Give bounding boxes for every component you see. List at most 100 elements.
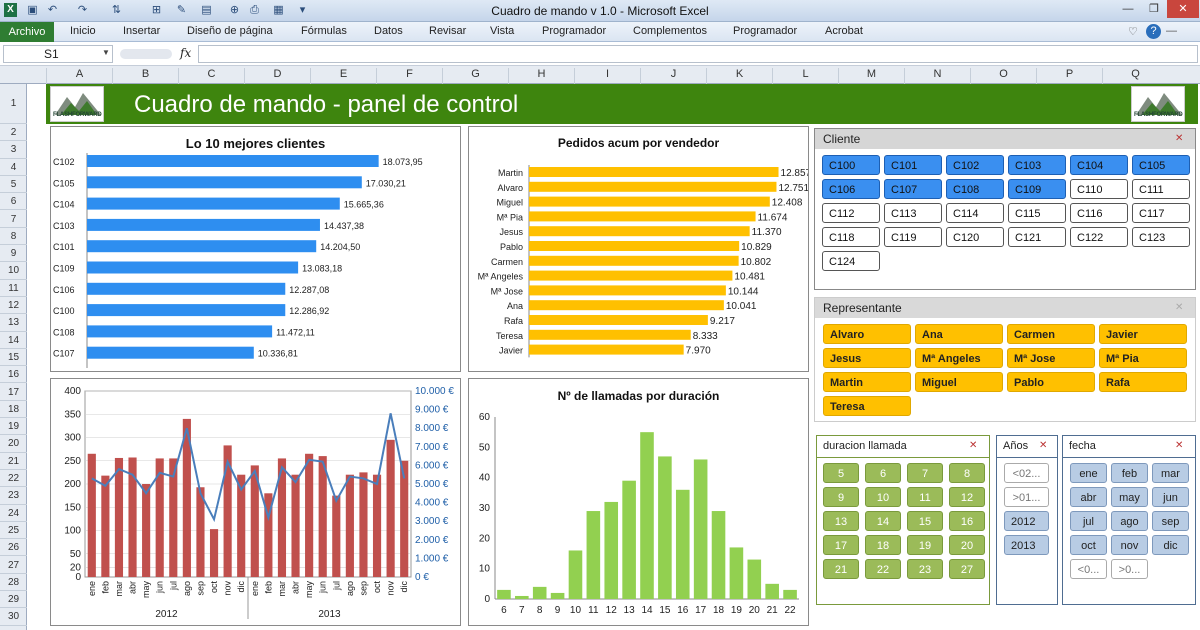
sort-icon[interactable]: ⇅ — [111, 4, 122, 16]
column-header[interactable]: H — [508, 68, 574, 84]
slicer-item-c109[interactable]: C109 — [1008, 179, 1066, 199]
slicer-item-duracion[interactable]: 18 — [865, 535, 901, 555]
column-header[interactable]: B — [112, 68, 178, 84]
slicer-item-representante[interactable]: Pablo — [1007, 372, 1095, 392]
row-header[interactable]: 30 — [0, 608, 27, 626]
ribbon-minimize-icon[interactable]: ♡ — [1128, 26, 1138, 38]
slicer-item-fecha[interactable]: mar — [1152, 463, 1189, 483]
redo-icon[interactable]: ↷ — [77, 4, 88, 16]
slicer-item-c110[interactable]: C110 — [1070, 179, 1128, 199]
tab-vista[interactable]: Vista — [490, 25, 515, 37]
slicer-item-fecha[interactable]: sep — [1152, 511, 1189, 531]
slicer-item-duracion[interactable]: 15 — [907, 511, 943, 531]
slicer-item-c123[interactable]: C123 — [1132, 227, 1190, 247]
column-header[interactable]: C — [178, 68, 244, 84]
slicer-item-c124[interactable]: C124 — [822, 251, 880, 271]
chart-calls-by-duration[interactable]: Nº de llamadas por duración 0 10 20 30 40 50 6… — [468, 378, 809, 626]
slicer-item-representante[interactable]: Javier — [1099, 324, 1187, 344]
slicer-item-fecha[interactable]: oct — [1070, 535, 1107, 555]
tab-programador-2[interactable]: Programador — [733, 25, 798, 37]
slicer-item-c115[interactable]: C115 — [1008, 203, 1066, 223]
slicer-item-representante[interactable]: Mª Jose — [1007, 348, 1095, 368]
help-icon[interactable]: ? — [1146, 24, 1161, 39]
row-header[interactable]: 11 — [0, 280, 27, 297]
slicer-item-duracion[interactable]: 20 — [949, 535, 985, 555]
clear-filter-icon[interactable]: ✕ — [1039, 440, 1048, 451]
slicer-item-c117[interactable]: C117 — [1132, 203, 1190, 223]
slicer-item-ano[interactable]: <02... — [1004, 463, 1049, 483]
slicer-item-fecha[interactable]: ago — [1111, 511, 1148, 531]
slicer-item-c100[interactable]: C100 — [822, 155, 880, 175]
row-header[interactable]: 14 — [0, 332, 27, 349]
slicer-item-fecha[interactable]: <0... — [1070, 559, 1107, 579]
row-header[interactable]: 28 — [0, 574, 27, 592]
slicer-item-duracion[interactable]: 5 — [823, 463, 859, 483]
slicer-item-ano[interactable]: >01... — [1004, 487, 1049, 507]
slicer-item-representante[interactable]: Jesus — [823, 348, 911, 368]
row-header[interactable]: 15 — [0, 349, 27, 367]
clear-filter-icon[interactable]: ✕ — [969, 440, 978, 451]
slicer-item-fecha[interactable]: >0... — [1111, 559, 1148, 579]
row-header[interactable]: 8 — [0, 228, 27, 246]
tab-programador[interactable]: Programador — [542, 25, 607, 37]
slicer-item-c105[interactable]: C105 — [1132, 155, 1190, 175]
slicer-item-representante[interactable]: Martin — [823, 372, 911, 392]
clear-filter-icon[interactable]: ✕ — [1175, 302, 1184, 313]
column-header[interactable]: I — [574, 68, 640, 84]
row-header[interactable]: 3 — [0, 141, 27, 159]
zoom-icon[interactable]: ⊕ — [229, 4, 240, 16]
slicer-item-representante[interactable]: Carmen — [1007, 324, 1095, 344]
row-header[interactable]: 1 — [0, 84, 27, 124]
slicer-item-c121[interactable]: C121 — [1008, 227, 1066, 247]
print-icon[interactable]: ⎙ — [250, 4, 259, 16]
column-header[interactable]: L — [772, 68, 838, 84]
slicer-item-fecha[interactable]: jul — [1070, 511, 1107, 531]
slicer-item-duracion[interactable]: 13 — [823, 511, 859, 531]
tab-acrobat[interactable]: Acrobat — [825, 25, 863, 37]
column-header[interactable]: Q — [1102, 68, 1168, 84]
slicer-item-duracion[interactable]: 8 — [949, 463, 985, 483]
undo-icon[interactable]: ↶ — [47, 4, 58, 16]
row-header[interactable]: 7 — [0, 211, 27, 228]
chart-monthly-combo[interactable]: 0 20 50 100 150 200 250 300 350 400 0 € 1.000 € 2.00… — [50, 378, 461, 626]
slicer-item-c118[interactable]: C118 — [822, 227, 880, 247]
slicer-item-c108[interactable]: C108 — [946, 179, 1004, 199]
row-header[interactable]: 5 — [0, 176, 27, 194]
slicer-item-duracion[interactable]: 14 — [865, 511, 901, 531]
slicer-item-duracion[interactable]: 7 — [907, 463, 943, 483]
slicer-item-representante[interactable]: Alvaro — [823, 324, 911, 344]
window-minimize-icon[interactable]: — — [1166, 25, 1177, 37]
name-box[interactable]: S1 — [3, 45, 113, 63]
slicer-item-c101[interactable]: C101 — [884, 155, 942, 175]
row-header[interactable]: 16 — [0, 366, 27, 384]
slicer-item-c114[interactable]: C114 — [946, 203, 1004, 223]
row-header[interactable]: 21 — [0, 453, 27, 470]
customize-quick-access-icon[interactable]: ▾ — [299, 4, 306, 16]
slicer-item-duracion[interactable]: 22 — [865, 559, 901, 579]
column-header[interactable]: F — [376, 68, 442, 84]
close-icon[interactable]: ✕ — [1167, 0, 1199, 18]
slicer-item-duracion[interactable]: 11 — [907, 487, 943, 507]
slicer-item-c112[interactable]: C112 — [822, 203, 880, 223]
fx-icon[interactable]: fx — [180, 46, 192, 60]
save-icon[interactable]: ▣ — [27, 4, 38, 16]
row-header[interactable]: 19 — [0, 418, 27, 436]
filter-icon[interactable]: ⊞ — [151, 4, 162, 16]
row-header[interactable]: 31 — [0, 626, 27, 630]
column-header[interactable]: E — [310, 68, 376, 84]
column-header[interactable]: P — [1036, 68, 1102, 84]
tab-diseno-pagina[interactable]: Diseño de página — [187, 25, 273, 37]
row-header[interactable]: 18 — [0, 401, 27, 419]
row-header[interactable]: 6 — [0, 193, 27, 211]
slicer-item-duracion[interactable]: 6 — [865, 463, 901, 483]
name-box-dropdown-icon[interactable]: ▼ — [102, 48, 110, 57]
chart-top-clients[interactable]: Lo 10 mejores clientes C102 18.073,95 C105… — [50, 126, 461, 372]
column-header[interactable]: K — [706, 68, 772, 84]
row-header[interactable]: 23 — [0, 487, 27, 505]
slicer-item-fecha[interactable]: may — [1111, 487, 1148, 507]
slicer-item-c113[interactable]: C113 — [884, 203, 942, 223]
clear-filter-icon[interactable]: ✕ — [1175, 133, 1184, 144]
slicer-item-c103[interactable]: C103 — [1008, 155, 1066, 175]
slicer-item-duracion[interactable]: 23 — [907, 559, 943, 579]
slicer-item-fecha[interactable]: abr — [1070, 487, 1107, 507]
